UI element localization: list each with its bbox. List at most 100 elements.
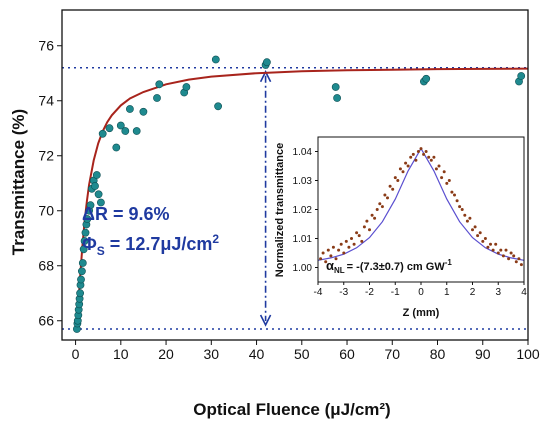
inset-y-axis-title: Normalized transmittance [274, 143, 286, 277]
inset-data-point [455, 199, 459, 203]
data-point [331, 83, 340, 91]
data-point [182, 83, 191, 91]
x-tick-label: 60 [339, 346, 355, 362]
inset-data-point [337, 248, 341, 252]
inset-data-point [419, 147, 423, 151]
y-tick-label: 68 [38, 258, 54, 274]
inset-data-point [344, 239, 348, 243]
delta-r-annotation: ΔR = 9.6% [82, 204, 169, 224]
inset-x-tick-label: 0 [418, 287, 424, 298]
inset-data-point [432, 155, 436, 159]
x-axis-title: Optical Fluence (μJ/cm²) [193, 400, 390, 419]
data-point [92, 171, 101, 179]
x-axis-ticks: 0 10 20 30 40 50 60 70 80 90 100 [72, 340, 540, 362]
x-tick-label: 50 [294, 346, 310, 362]
inset-data-point [471, 228, 474, 232]
inset-data-point [391, 187, 395, 191]
inset-data-point [486, 245, 490, 249]
data-point [333, 94, 341, 102]
phi-value: = 12.7μJ/cm [105, 234, 213, 254]
inset-data-point [350, 237, 353, 240]
inset-data-point [517, 257, 521, 261]
y-axis-title: Transmittance (%) [9, 109, 28, 255]
alpha-subscript: NL [334, 266, 345, 275]
inset-x-tick-label: 1 [444, 287, 450, 298]
x-tick-label: 70 [384, 346, 400, 362]
data-point [211, 55, 220, 64]
inset-data-point [386, 196, 389, 200]
inset-data-point [352, 242, 356, 246]
inset-data-point [440, 176, 444, 180]
data-point [77, 275, 85, 284]
inset-data-point [319, 257, 323, 261]
inset-y-tick-label: 1.04 [293, 147, 313, 158]
data-point [98, 129, 107, 138]
inset-data-point [424, 150, 428, 153]
inset-data-point [491, 248, 495, 252]
data-point [121, 127, 130, 135]
data-point [139, 107, 148, 116]
inset-data-point [460, 208, 464, 211]
y-tick-label: 74 [38, 93, 54, 109]
inset-data-point [347, 245, 351, 249]
inset-data-point [519, 263, 523, 267]
data-point [155, 80, 164, 89]
x-tick-label: 30 [204, 346, 220, 362]
inset-y-tick-label: 1.01 [293, 234, 313, 245]
inset-data-point [329, 254, 333, 258]
alpha-superscript: -1 [445, 258, 453, 267]
data-point [116, 121, 125, 130]
inset-x-tick-label: 3 [495, 287, 501, 298]
data-point [262, 58, 271, 67]
data-point [105, 124, 114, 133]
inset-data-point [414, 158, 418, 162]
inset-data-point [445, 181, 449, 185]
inset-data-point [334, 257, 338, 261]
data-point [91, 182, 99, 190]
inset-data-point [429, 158, 433, 162]
inset-data-point [504, 248, 508, 252]
inset-data-point [483, 237, 487, 240]
inset-y-axis-ticks: 1.00 1.01 1.02 1.03 1.04 [293, 147, 318, 274]
inset-data-point [514, 260, 518, 264]
inset-data-point [501, 254, 505, 258]
inset-data-point [326, 248, 330, 252]
measured-points [73, 55, 526, 333]
inset-data-point [468, 216, 472, 220]
inset-data-point [489, 242, 492, 246]
x-tick-label: 100 [516, 346, 540, 362]
inset-data-point [434, 167, 438, 171]
data-point [214, 102, 222, 111]
inset-data-point [476, 234, 480, 238]
data-point [97, 198, 105, 207]
inset-data-point [360, 239, 364, 243]
inset-x-axis-title: Z (mm) [403, 307, 440, 319]
inset-data-point [355, 231, 359, 235]
inset-data-point [396, 179, 400, 182]
inset-x-tick-label: -2 [365, 287, 374, 298]
inset-data-point [339, 242, 343, 246]
data-point [153, 94, 161, 102]
inset-data-point [393, 176, 397, 180]
inset-data-point [373, 216, 377, 220]
inset-y-tick-label: 1.00 [293, 263, 313, 274]
inset-data-point [512, 254, 516, 258]
data-point [80, 237, 89, 245]
inset-plot: -4 -3 -2 -1 0 1 2 3 4 1.00 1.01 1.02 1.03 1.04 Z (mm… [274, 136, 527, 319]
phi-symbol: Φ [82, 234, 97, 254]
y-tick-label: 76 [38, 38, 54, 54]
inset-data-point [499, 248, 503, 252]
nonlinear-absorption-annotation: αNL = -(7.3±0.7) cm GW-1 [326, 258, 452, 275]
inset-data-point [450, 190, 454, 194]
x-tick-label: 40 [249, 346, 265, 362]
inset-data-point [463, 213, 467, 217]
inset-data-point [388, 184, 392, 188]
inset-data-point [509, 251, 513, 255]
data-point [517, 72, 526, 80]
main-plot-frame [61, 9, 529, 341]
inset-data-point [406, 164, 410, 168]
y-axis-ticks: 66 68 70 72 74 76 [38, 38, 62, 329]
data-point [81, 228, 90, 237]
inset-data-point [494, 242, 498, 246]
